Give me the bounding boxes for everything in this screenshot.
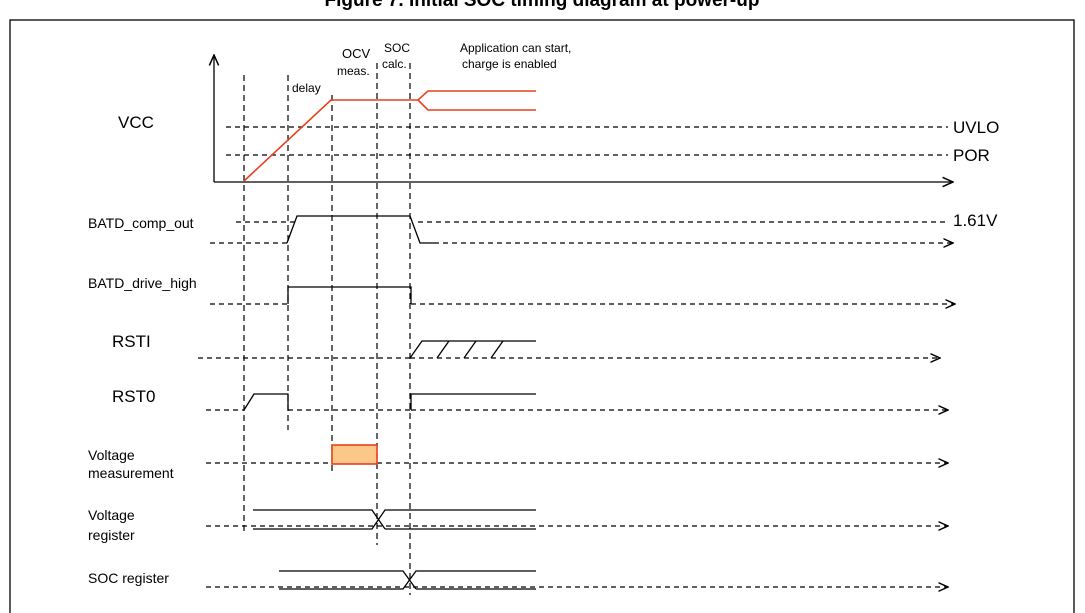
rst0-trace-pulse <box>243 393 289 411</box>
soc-register-bus-trace <box>279 570 536 590</box>
threshold-label-por: POR <box>953 146 990 165</box>
signal-label-vcc: VCC <box>118 113 154 132</box>
phase-label-app-line1: Application can start, <box>460 41 571 55</box>
phase-label-ocv-line2: meas. <box>337 64 370 78</box>
threshold-label-batd: 1.61V <box>953 211 998 230</box>
signal-label-soc-register: SOC register <box>88 570 169 586</box>
rst0-trace-high <box>410 393 536 410</box>
signal-label-rst0: RST0 <box>112 387 155 406</box>
phase-label-app-line2: charge is enabled <box>462 57 557 71</box>
rsti-transition-hatch <box>436 340 504 359</box>
phase-label-delay: delay <box>292 81 321 95</box>
rsti-trace <box>409 340 536 359</box>
phase-label-soc-line2: calc. <box>382 57 407 71</box>
signal-label-batd-comp-out: BATD_comp_out <box>88 215 194 231</box>
batd-drive-high-trace <box>287 286 412 304</box>
signal-label-rsti: RSTI <box>112 332 151 351</box>
phase-label-ocv-line1: OCV <box>342 46 371 61</box>
batd-comp-out-trace <box>286 215 434 244</box>
signal-label-voltage-register-line1: Voltage <box>88 507 135 523</box>
signal-label-voltage-measurement-line2: measurement <box>88 465 174 481</box>
signal-label-voltage-measurement-line1: Voltage <box>88 447 135 463</box>
threshold-label-uvlo: UVLO <box>953 118 999 137</box>
vcc-trace <box>243 90 536 182</box>
voltage-register-bus-trace <box>253 509 536 530</box>
figure-frame <box>9 19 1075 613</box>
phase-label-soc-line1: SOC <box>384 41 410 55</box>
figure-title: Figure 7. Initial SOC timing diagram at … <box>325 0 760 11</box>
signal-label-batd-drive-high: BATD_drive_high <box>88 275 197 291</box>
signal-label-voltage-register-line2: register <box>88 527 135 543</box>
voltage-measurement-window <box>331 444 378 465</box>
